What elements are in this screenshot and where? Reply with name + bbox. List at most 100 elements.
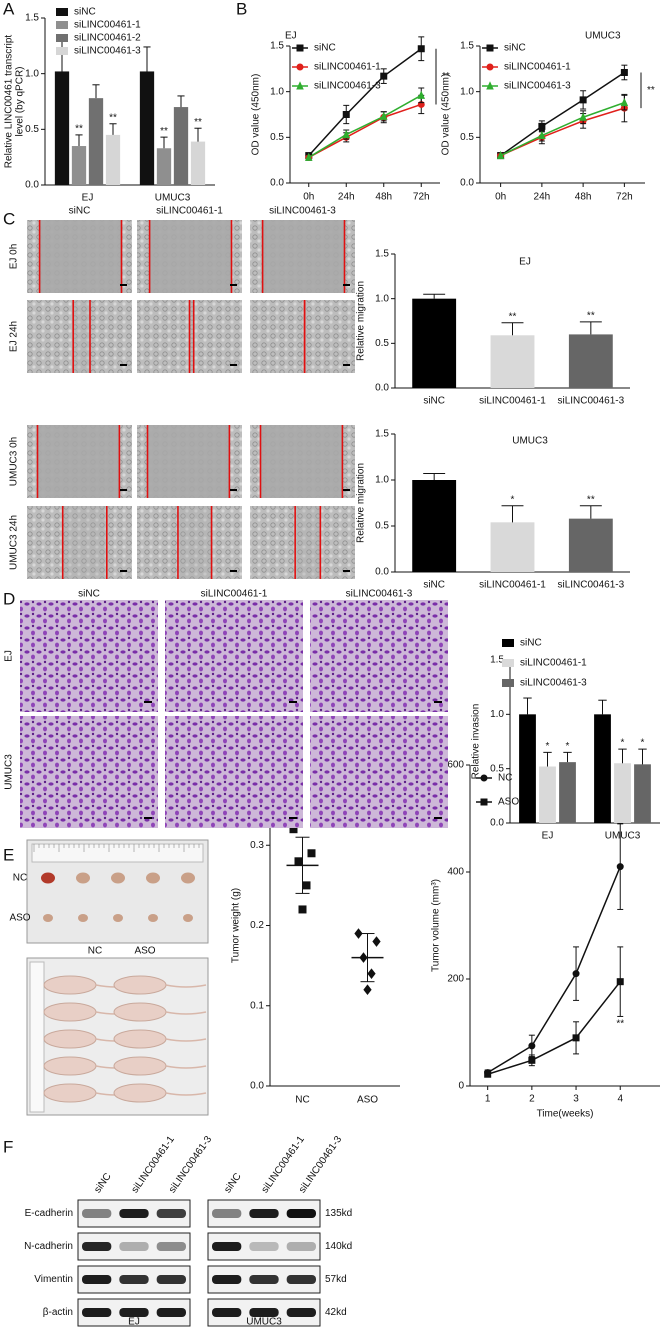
tumor <box>183 914 193 922</box>
y-tick-label: 600 <box>447 760 464 771</box>
tumor <box>113 914 123 922</box>
blot-band <box>212 1275 242 1284</box>
micrograph <box>137 506 242 579</box>
significance-label: ** <box>587 311 595 322</box>
significance-label: * <box>641 738 645 749</box>
x-tick-label: siNC <box>423 396 445 407</box>
marker <box>496 150 505 160</box>
row-label: EJ 0h <box>9 244 20 270</box>
series-line <box>487 981 621 1075</box>
y-tick-label: 0.0 <box>490 818 504 829</box>
tumor <box>148 914 158 922</box>
mouse-tail <box>165 1038 207 1042</box>
y-tick-label: 0.5 <box>25 124 39 135</box>
micrograph <box>165 716 303 828</box>
legend-label: NC <box>498 773 512 784</box>
marker <box>538 122 546 130</box>
blot-band <box>212 1242 242 1251</box>
x-tick-label: siLINC00461-3 <box>557 580 624 591</box>
bar <box>156 148 172 185</box>
chart-title: UMUC3 <box>585 31 621 42</box>
bar <box>568 334 613 388</box>
significance-label: ** <box>194 117 202 128</box>
marker <box>616 978 624 986</box>
marker <box>342 111 350 118</box>
blot-band <box>249 1209 279 1218</box>
tumor <box>76 872 90 884</box>
legend-label: siLINC00461-3 <box>520 678 587 689</box>
legend-swatch <box>56 34 68 42</box>
significance-label: * <box>621 738 625 749</box>
legend-swatch <box>502 639 514 647</box>
significance-label: ** <box>160 126 168 137</box>
y-tick-label: 0.5 <box>490 763 504 774</box>
y-tick-label: 0 <box>458 1081 464 1092</box>
blot-band <box>286 1275 316 1284</box>
y-tick-label: 1.5 <box>25 13 39 24</box>
marker <box>304 152 313 161</box>
group-label: EJ <box>128 1317 140 1328</box>
y-axis-label: OD value (450nm) <box>251 74 262 156</box>
legend-label: siLINC00461-3 <box>504 81 571 92</box>
blot-band <box>249 1308 279 1317</box>
significance-label: ** <box>509 311 517 322</box>
x-tick-label: UMUC3 <box>605 831 641 842</box>
mouse-tail <box>165 984 207 988</box>
blot-band <box>286 1209 316 1218</box>
y-tick-label: 1.0 <box>375 475 389 486</box>
row-label: UMUC3 <box>4 754 15 790</box>
tumor <box>111 872 125 884</box>
blot-band <box>286 1242 316 1251</box>
legend-label: siNC <box>504 43 526 54</box>
legend-swatch <box>502 679 514 687</box>
x-tick-label: 0h <box>303 192 314 203</box>
bar <box>173 107 189 185</box>
mouse <box>113 975 167 995</box>
wound-area <box>189 300 194 373</box>
significance-label: ** <box>587 494 595 505</box>
mouse <box>113 1056 167 1076</box>
significance-label: ** <box>442 71 450 82</box>
size-label: 140kd <box>325 1241 352 1252</box>
legend-label: siLINC00461-1 <box>520 658 587 669</box>
column-label: siNC <box>69 206 91 217</box>
y-tick-label: 1.0 <box>460 86 474 97</box>
x-tick-label: 0h <box>495 192 506 203</box>
y-tick-label: 0.5 <box>375 521 389 532</box>
marker <box>296 63 304 71</box>
row-label: ASO <box>9 913 30 924</box>
marker <box>480 774 488 782</box>
marker <box>579 96 587 104</box>
protein-label: E-cadherin <box>25 1208 73 1219</box>
bar <box>614 763 631 823</box>
y-axis-label: Tumor weight (g) <box>231 888 242 963</box>
micrograph <box>20 600 158 712</box>
bar <box>71 146 87 185</box>
blot-band <box>82 1308 112 1317</box>
wound-area <box>62 506 107 579</box>
marker <box>417 45 425 53</box>
mouse-tail <box>165 1092 207 1096</box>
y-tick-label: 1.0 <box>375 293 389 304</box>
marker <box>354 928 363 939</box>
chart-title: EJ <box>519 257 531 268</box>
column-label: siLINC00461-1 <box>156 206 223 217</box>
size-label: 135kd <box>325 1208 352 1219</box>
marker <box>480 798 488 806</box>
panel-letter: C <box>3 209 15 228</box>
legend-label: siLINC00461-1 <box>504 62 571 73</box>
micrograph <box>310 600 448 712</box>
lane-label: siNC <box>222 1171 243 1195</box>
marker <box>296 44 304 52</box>
micrograph <box>27 300 132 373</box>
bar <box>412 298 457 388</box>
bar <box>539 766 556 823</box>
wound-area <box>147 425 230 498</box>
blot-band <box>119 1275 149 1284</box>
y-tick-label: 0.0 <box>375 383 389 394</box>
marker <box>302 881 311 890</box>
y-tick-label: 0.5 <box>270 132 284 143</box>
marker <box>379 111 388 120</box>
legend-swatch <box>56 8 68 16</box>
legend-label: siLINC00461-1 <box>74 20 141 31</box>
